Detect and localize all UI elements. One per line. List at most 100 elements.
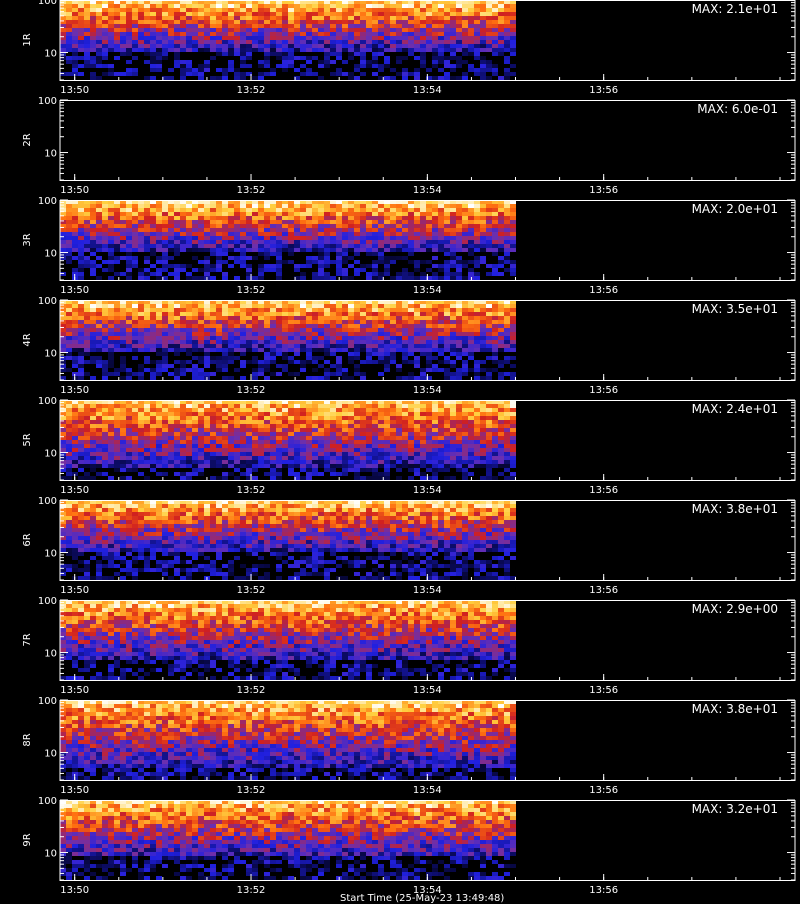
heatmap-cell bbox=[210, 264, 216, 268]
heatmap-cell bbox=[306, 352, 312, 356]
heatmap-cell bbox=[228, 332, 234, 336]
heatmap-cell bbox=[270, 320, 276, 324]
heatmap-cell bbox=[408, 204, 414, 208]
heatmap-cell bbox=[438, 248, 444, 252]
heatmap-cell bbox=[72, 312, 78, 316]
heatmap-cell bbox=[222, 8, 228, 12]
heatmap-cell bbox=[282, 412, 288, 416]
heatmap-cell bbox=[228, 328, 234, 332]
heatmap-cell bbox=[498, 248, 504, 252]
heatmap-cell bbox=[72, 412, 78, 416]
heatmap-cell bbox=[426, 68, 432, 72]
heatmap-cell bbox=[144, 412, 150, 416]
heatmap-cell bbox=[270, 252, 276, 256]
heatmap-cell bbox=[222, 260, 228, 264]
heatmap-cell bbox=[306, 320, 312, 324]
heatmap-cell bbox=[138, 40, 144, 44]
heatmap-cell bbox=[306, 68, 312, 72]
heatmap-cell bbox=[156, 308, 162, 312]
heatmap-cell bbox=[126, 48, 132, 52]
heatmap-cell bbox=[126, 36, 132, 40]
heatmap-cell bbox=[288, 372, 294, 376]
heatmap-cell bbox=[234, 28, 240, 32]
heatmap-cell bbox=[498, 304, 504, 308]
heatmap-cell bbox=[156, 452, 162, 456]
heatmap-cell bbox=[486, 16, 492, 20]
heatmap-cell bbox=[330, 448, 336, 452]
heatmap-cell bbox=[396, 328, 402, 332]
heatmap-cell bbox=[126, 228, 132, 232]
heatmap-cell bbox=[462, 224, 468, 228]
heatmap-cell bbox=[336, 336, 342, 340]
heatmap-cell bbox=[186, 432, 192, 436]
heatmap-cell bbox=[84, 208, 90, 212]
heatmap-cell bbox=[210, 464, 216, 468]
heatmap-cell bbox=[168, 432, 174, 436]
heatmap-cell bbox=[78, 444, 84, 448]
heatmap-cell bbox=[318, 268, 324, 272]
heatmap-cell bbox=[312, 56, 318, 60]
heatmap-cell bbox=[450, 336, 456, 340]
heatmap-cell bbox=[318, 224, 324, 228]
heatmap-cell bbox=[96, 472, 102, 476]
heatmap-cell bbox=[510, 328, 516, 332]
heatmap-cell bbox=[408, 332, 414, 336]
heatmap-cell bbox=[270, 44, 276, 48]
heatmap-cell bbox=[156, 404, 162, 408]
heatmap-cell bbox=[180, 336, 186, 340]
heatmap-cell bbox=[438, 320, 444, 324]
heatmap-cell bbox=[306, 416, 312, 420]
heatmap-cell bbox=[180, 416, 186, 420]
heatmap-cell bbox=[372, 216, 378, 220]
heatmap-cell bbox=[276, 344, 282, 348]
heatmap-cell bbox=[360, 236, 366, 240]
heatmap-cell bbox=[294, 324, 300, 328]
heatmap-cell bbox=[306, 332, 312, 336]
heatmap-cell bbox=[486, 64, 492, 68]
heatmap-cell bbox=[240, 324, 246, 328]
heatmap-cell bbox=[180, 236, 186, 240]
heatmap-cell bbox=[366, 12, 372, 16]
heatmap-cell bbox=[414, 44, 420, 48]
heatmap-cell bbox=[108, 24, 114, 28]
heatmap-cell bbox=[168, 32, 174, 36]
heatmap-cell bbox=[222, 456, 228, 460]
heatmap-cell bbox=[162, 36, 168, 40]
heatmap-cell bbox=[72, 268, 78, 272]
heatmap-cell bbox=[300, 440, 306, 444]
heatmap-cell bbox=[300, 428, 306, 432]
heatmap-cell bbox=[78, 452, 84, 456]
heatmap-cell bbox=[276, 8, 282, 12]
heatmap-cell bbox=[276, 264, 282, 268]
heatmap-cell bbox=[492, 336, 498, 340]
heatmap-cell bbox=[60, 444, 66, 448]
heatmap-cell bbox=[144, 368, 150, 372]
heatmap-cell bbox=[228, 304, 234, 308]
heatmap-cell bbox=[330, 444, 336, 448]
heatmap-cell bbox=[312, 308, 318, 312]
heatmap-cell bbox=[324, 304, 330, 308]
heatmap-cell bbox=[306, 72, 312, 76]
heatmap-cell bbox=[348, 76, 354, 80]
heatmap-cell bbox=[330, 72, 336, 76]
heatmap-cell bbox=[276, 312, 282, 316]
heatmap-cell bbox=[270, 304, 276, 308]
heatmap-cell bbox=[252, 8, 258, 12]
heatmap-cell bbox=[180, 64, 186, 68]
heatmap-cell bbox=[342, 324, 348, 328]
heatmap-cell bbox=[246, 236, 252, 240]
heatmap-cell bbox=[126, 368, 132, 372]
heatmap-cell bbox=[240, 304, 246, 308]
heatmap-cell bbox=[72, 212, 78, 216]
heatmap-cell bbox=[252, 336, 258, 340]
heatmap-cell bbox=[336, 232, 342, 236]
heatmap-cell bbox=[270, 4, 276, 8]
heatmap-cell bbox=[120, 204, 126, 208]
heatmap-cell bbox=[138, 328, 144, 332]
heatmap-cell bbox=[204, 360, 210, 364]
heatmap-cell bbox=[72, 452, 78, 456]
heatmap-cell bbox=[84, 52, 90, 56]
heatmap-cell bbox=[222, 424, 228, 428]
heatmap-cell bbox=[144, 324, 150, 328]
heatmap-cell bbox=[228, 444, 234, 448]
